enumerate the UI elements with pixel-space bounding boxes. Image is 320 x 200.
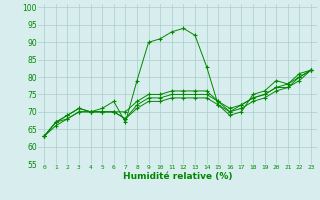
X-axis label: Humidité relative (%): Humidité relative (%) (123, 172, 232, 181)
